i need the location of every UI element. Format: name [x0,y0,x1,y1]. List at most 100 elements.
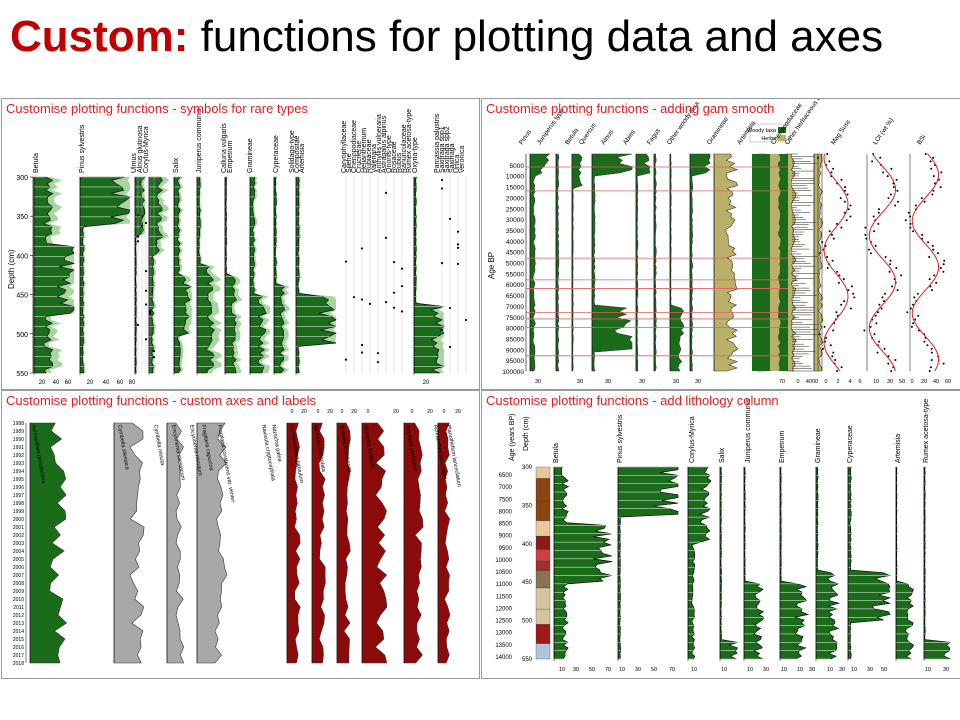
taxon-curve [895,466,915,660]
taxon-curve [166,422,185,664]
taxon-curve [617,466,679,660]
x-tick-label: 20 [455,409,461,415]
proxy-point [881,296,884,299]
x-tick-label: 60 [945,379,951,385]
taxon-curve [785,153,797,372]
y-tick-label: 20000 [506,195,524,202]
proxy-point [864,226,867,229]
y-tick-label: 350 [16,214,28,221]
age-tick-label: 11500 [496,594,513,600]
age-tick-label: 13000 [495,631,512,637]
proxy-point [838,274,841,277]
lithology-layer [535,570,551,589]
lithology-layer [535,501,551,521]
x-tick-label: 80 [129,380,136,386]
x-tick-label: 70 [779,379,785,385]
taxon-label: Mag Susc [830,118,853,146]
proxy-point [909,226,912,229]
proxy-point [828,160,831,163]
x-tick-label: 20 [39,380,46,386]
taxon-label: LOI (wt %) [872,117,895,146]
proxy-point [942,263,945,266]
age-tick-label: 11000 [496,582,513,588]
proxy-point [942,270,945,273]
proxy-point [937,252,939,255]
y-tick-label: 2007 [13,573,24,579]
depth-tick-label: 300 [522,465,533,471]
taxon-curve [336,422,351,664]
x-tick-label: 30 [887,379,893,385]
proxy-point [840,303,843,306]
x-tick-label: 50 [881,667,887,673]
taxon-label: Abies [622,128,637,146]
proxy-point [927,241,930,244]
x-tick-label: 20 [87,380,94,386]
x-tick-label: 30 [943,667,949,673]
y-tick-label: 1998 [13,501,24,507]
taxon-label: Juniperus communis [745,398,752,463]
panel-title: Customise plotting functions - adding ga… [486,101,775,116]
proxy-point [924,153,927,155]
proxy-point [887,197,890,200]
proxy-point [831,355,834,358]
proxy-point [923,200,926,203]
rare-type-symbol [400,284,404,288]
lithology-layer [535,478,551,502]
proxy-point [826,267,829,269]
y-tick-label: 85000 [506,336,524,343]
proxy-point [869,252,872,255]
y-tick-label: 2008 [13,581,24,587]
proxy-point [920,197,923,200]
y-tick-label: 45000 [506,250,524,257]
x-tick-label: 4000 [806,379,818,385]
taxon-curve [437,422,451,664]
proxy-point [821,241,824,244]
proxy-point [840,178,843,181]
rare-type-symbol [392,291,396,294]
taxon-curve [361,422,388,664]
panel-lithology: Customise plotting functions - add litho… [481,390,960,679]
proxy-point [910,325,913,328]
proxy-point [928,370,931,372]
taxon-curve [669,153,685,372]
proxy-point [853,296,856,299]
depth-tick-label: 400 [522,542,533,548]
taxon-label: Pinus sylvestris [617,414,624,463]
proxy-point [914,318,917,321]
taxon-curve [813,153,824,372]
proxy-point [878,208,880,211]
y-tick-label: 450 [16,293,28,300]
proxy-point [826,256,829,258]
proxy-point [906,311,909,314]
proxy-point [932,189,935,192]
y-tick-label: 1993 [13,461,24,467]
rare-type-symbol [456,230,460,233]
x-tick-label: 10 [781,667,787,673]
proxy-point [907,211,910,214]
rare-type-symbol [144,221,148,225]
rare-type-symbol [360,351,364,354]
proxy-point [874,314,877,317]
rare-type-symbol [448,306,452,310]
taxon-curve [553,466,613,660]
rare-type-symbol [344,260,348,263]
proxy-point [850,285,853,288]
y-tick-label: 2011 [13,605,24,611]
proxy-point [909,222,912,225]
proxy-point [836,270,839,273]
y-tick-label: 1997 [13,493,24,499]
y-tick-label: 40000 [506,239,524,246]
taxon-label: Betula [33,153,40,173]
proxy-point [836,370,838,372]
y-tick-label: 1995 [13,477,24,483]
age-tick-label: 12000 [495,606,512,612]
taxon-label: Salix [719,447,726,463]
proxy-point [894,359,897,361]
proxy-point [850,307,852,310]
taxon-label: Pinus sylvestris [79,124,86,173]
taxon-label: Cruciferae [356,141,363,173]
proxy-point [877,311,879,314]
taxon-label: Anthyllis vulneraria [376,114,383,173]
proxy-point [900,274,903,277]
proxy-point [932,248,935,251]
